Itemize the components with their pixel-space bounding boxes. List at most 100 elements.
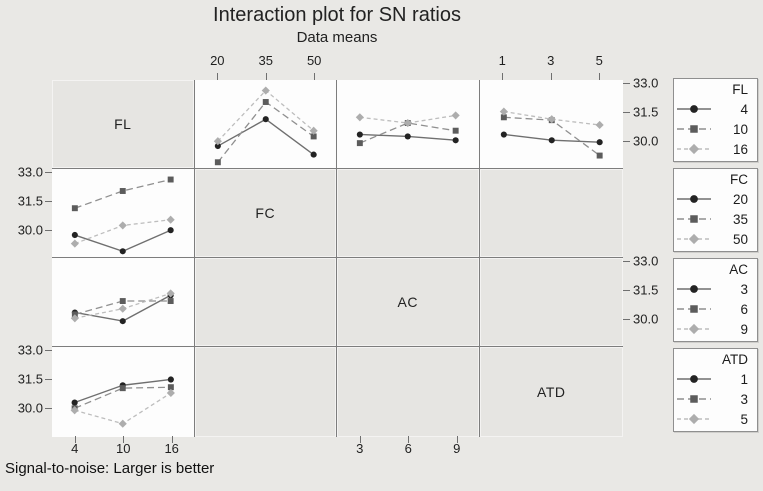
diamond-marker xyxy=(118,221,127,230)
factor-label-ac: AC xyxy=(397,294,418,310)
square-marker xyxy=(690,305,698,313)
series-ac-level-3 xyxy=(70,289,175,323)
diamond-marker xyxy=(118,304,127,313)
legend-entry: 9 xyxy=(674,319,757,339)
empty-panel xyxy=(479,258,623,347)
legend-title: FL xyxy=(732,82,748,97)
square-marker xyxy=(500,114,507,121)
circle-marker xyxy=(356,131,363,138)
square-marker xyxy=(167,176,174,183)
legend-entry-label: 20 xyxy=(732,191,748,207)
legend-entry-label: 35 xyxy=(732,211,748,227)
diamond-marker xyxy=(595,120,604,130)
series-line xyxy=(216,101,314,163)
left-tick-mark xyxy=(45,407,52,409)
legend-entry-label: 6 xyxy=(740,301,748,317)
circle-marker xyxy=(690,375,698,383)
circle-marker xyxy=(167,227,174,234)
legend-entry: 16 xyxy=(674,139,757,159)
square-marker xyxy=(167,298,174,305)
top-tick-mark xyxy=(314,73,316,80)
legend-sample-square xyxy=(677,395,711,403)
square-marker xyxy=(690,215,698,223)
left-axis-tick-label: 30.0 xyxy=(17,222,43,238)
diamond-marker xyxy=(688,233,700,245)
top-tick-mark xyxy=(550,73,552,80)
circle-marker xyxy=(690,195,698,203)
legend-sample-circle xyxy=(677,195,711,203)
series-line xyxy=(217,118,314,156)
interaction-lines-svg xyxy=(213,86,318,166)
right-tick-mark xyxy=(623,111,630,113)
diamond-marker xyxy=(213,137,222,146)
circle-marker xyxy=(690,285,698,293)
right-tick-mark xyxy=(623,289,630,291)
legend-entry-label: 50 xyxy=(732,231,748,247)
diamond-marker xyxy=(688,413,700,425)
panel-ac-vs-fl xyxy=(52,258,195,347)
top-axis-tick-label: 5 xyxy=(595,53,603,68)
factor-label-atd: ATD xyxy=(537,384,566,400)
diamond-marker xyxy=(688,143,700,155)
panel-atd-vs-fl xyxy=(52,347,195,437)
series-fl-level-3 xyxy=(499,107,604,130)
left-tick-mark xyxy=(45,200,52,202)
legend-title: AC xyxy=(729,262,748,277)
interaction-lines-svg xyxy=(70,289,175,325)
panel-fl-vs-ac xyxy=(337,80,480,169)
legend-entry-label: 1 xyxy=(740,371,748,387)
interaction-lines-svg xyxy=(70,176,175,255)
left-tick-mark xyxy=(45,229,52,231)
circle-marker xyxy=(119,248,126,255)
series-fl-level-2 xyxy=(214,99,317,166)
diamond-marker xyxy=(70,314,79,323)
legend-title: ATD xyxy=(722,352,748,367)
left-axis-tick-label: 31.5 xyxy=(17,193,43,209)
right-axis-tick-label: 31.5 xyxy=(633,282,659,298)
right-axis-tick-label: 33.0 xyxy=(633,253,659,269)
series-fl-level-1 xyxy=(356,131,459,144)
bottom-axis-tick-label: 6 xyxy=(404,441,412,456)
diamond-marker xyxy=(166,215,175,224)
series-line xyxy=(216,89,314,142)
legend-entry-label: 3 xyxy=(740,391,748,407)
top-axis-tick-label: 50 xyxy=(306,53,322,68)
legend-sample-diamond xyxy=(677,413,711,425)
legend-sample-circle xyxy=(677,105,711,113)
right-tick-mark xyxy=(623,82,630,84)
top-tick-mark xyxy=(265,73,267,80)
diagonal-panel-atd: ATD xyxy=(479,347,623,437)
legend-sample-circle xyxy=(677,285,711,293)
legend-box-atd: ATD 1 3 5 xyxy=(673,348,758,432)
square-marker xyxy=(119,188,126,194)
series-line xyxy=(359,122,456,144)
right-axis-tick-label: 33.0 xyxy=(633,75,659,91)
circle-marker xyxy=(119,318,126,325)
square-marker xyxy=(262,99,269,105)
right-tick-mark xyxy=(623,260,630,262)
diamond-marker xyxy=(688,323,700,335)
square-marker xyxy=(452,127,459,134)
diamond-marker xyxy=(166,289,175,298)
square-marker xyxy=(214,159,221,166)
interaction-lines-svg xyxy=(355,111,460,147)
legend-box-fl: FL 4 10 16 xyxy=(673,78,758,162)
panel-fc-vs-fl xyxy=(52,169,195,258)
legend-entry-label: 10 xyxy=(732,121,748,137)
bottom-axis-tick-label: 9 xyxy=(453,441,461,456)
series-atd-level-3 xyxy=(70,388,175,428)
legend-sample-circle xyxy=(677,375,711,383)
series-fc-level-2 xyxy=(71,176,174,212)
chart-subtitle: Data means xyxy=(296,29,378,46)
legend-entry: 10 xyxy=(674,119,757,139)
series-fl-level-3 xyxy=(213,86,318,146)
legend-entry: 20 xyxy=(674,189,757,209)
circle-marker xyxy=(500,131,507,138)
top-axis-tick-label: 1 xyxy=(498,53,506,68)
right-axis-tick-label: 31.5 xyxy=(633,104,659,120)
right-axis-tick-label: 30.0 xyxy=(633,311,659,327)
top-tick-mark xyxy=(217,73,219,80)
left-axis-tick-label: 30.0 xyxy=(17,400,43,416)
square-marker xyxy=(119,385,126,392)
square-marker xyxy=(310,133,317,140)
